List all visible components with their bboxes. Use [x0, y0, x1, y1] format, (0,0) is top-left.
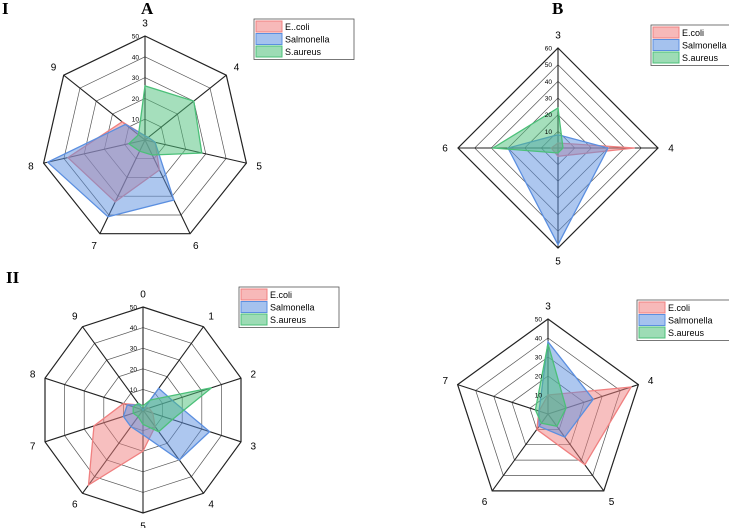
axis-label-8: 8 — [28, 162, 34, 173]
legend-label: Salmonella — [270, 302, 315, 312]
radar-chart-II-left: 10 20 30 40 500 1 2 3 4 5 6 7 8 9 E.coli Salmonella S.au… — [30, 286, 340, 528]
legend-label: E.coli — [668, 303, 690, 313]
axis-spoke — [457, 384, 549, 415]
axis-label-4: 4 — [668, 144, 674, 155]
legend-swatch — [652, 26, 680, 39]
legend-label: S.aureus — [682, 53, 719, 63]
tick-label: 10 — [545, 129, 553, 136]
tick-label: 50 — [535, 317, 543, 324]
tick-label: 50 — [130, 305, 138, 312]
legend-label: E.coli — [682, 28, 704, 38]
legend-swatch — [638, 314, 666, 326]
axis-label-6: 6 — [72, 499, 78, 510]
tick-label: 60 — [545, 46, 553, 53]
radar-chart-B: 10 20 30 40 50 603 4 5 6 E.coli Salmonella S.aureus — [442, 24, 729, 268]
legend-swatch — [255, 45, 283, 58]
legend-swatch — [638, 301, 666, 314]
axis-label-6: 6 — [482, 497, 488, 508]
legend-swatch — [255, 33, 283, 45]
grid-ring — [475, 337, 621, 476]
axis-label-5: 5 — [140, 522, 146, 528]
legend-label: S.aureus — [270, 315, 307, 325]
grid-ring — [42, 35, 248, 235]
series-area-saureus — [534, 343, 567, 428]
legend-swatch — [240, 313, 268, 326]
tick-label: 20 — [130, 366, 138, 373]
tick-label: 10 — [130, 387, 138, 394]
legend-label: Salmonella — [682, 40, 727, 50]
tick-label: 20 — [545, 112, 553, 119]
legend-swatch — [240, 288, 268, 301]
grid-ring — [63, 56, 227, 216]
axis-label-3: 3 — [545, 302, 551, 313]
tick-label: 50 — [545, 62, 553, 69]
panel-label-II: II — [6, 268, 20, 287]
legend-label: Salmonella — [285, 34, 330, 44]
legend: E.coli Salmonella S.aureus — [650, 24, 729, 66]
axis-label-1: 1 — [208, 312, 214, 323]
tick-label: 30 — [130, 346, 138, 353]
tick-label: 30 — [545, 96, 553, 103]
legend: E.coli Salmonella S.aureus — [636, 299, 729, 341]
tick-label: 10 — [132, 117, 140, 124]
axis-label-9: 9 — [72, 312, 78, 323]
legend-swatch — [652, 51, 680, 64]
legend-swatch — [638, 326, 666, 339]
radar-chart-A: 10 20 30 40 503 4 5 6 7 8 9 E..coli Salmonella S.aure… — [28, 18, 355, 252]
grid-ring — [456, 318, 640, 492]
axis-label-5: 5 — [256, 162, 262, 173]
legend-swatch — [240, 301, 268, 313]
axis-label-3: 3 — [555, 31, 561, 42]
panel-label-I: I — [2, 0, 9, 18]
series-area-saureus — [127, 85, 203, 156]
axis-label-6: 6 — [442, 144, 448, 155]
axis-label-4: 4 — [648, 376, 654, 387]
axis-label-0: 0 — [140, 290, 146, 301]
axis-label-7: 7 — [443, 376, 449, 387]
legend-swatch — [255, 20, 283, 33]
axis-label-2: 2 — [251, 370, 257, 381]
axis-label-9: 9 — [51, 63, 57, 74]
legend-label: E.coli — [270, 290, 292, 300]
grid-ring — [493, 356, 603, 461]
axis-label-3: 3 — [251, 441, 257, 452]
axis-spoke — [82, 326, 144, 411]
axis-label-4: 4 — [208, 499, 214, 510]
axis-label-7: 7 — [91, 241, 97, 252]
tick-label: 10 — [535, 393, 543, 400]
series-area-saureus — [132, 387, 213, 433]
axis-label-6: 6 — [193, 241, 199, 252]
legend-swatch — [652, 39, 680, 51]
panel-label-B: B — [552, 0, 563, 18]
tick-label: 20 — [132, 96, 140, 103]
tick-label: 30 — [535, 355, 543, 362]
axis-label-5: 5 — [555, 257, 561, 268]
tick-label: 40 — [130, 325, 138, 332]
tick-label: 50 — [132, 34, 140, 41]
axis-label-4: 4 — [234, 63, 240, 74]
tick-label: 40 — [132, 54, 140, 61]
legend-label: S.aureus — [668, 328, 705, 338]
tick-label: 20 — [535, 374, 543, 381]
tick-label: 40 — [545, 79, 553, 86]
legend-label: E..coli — [285, 22, 310, 32]
panel-label-A: A — [141, 0, 154, 18]
legend-label: S.aureus — [285, 47, 322, 57]
axis-label-8: 8 — [30, 370, 36, 381]
axis-label-7: 7 — [30, 441, 36, 452]
legend: E..coli Salmonella S.aureus — [253, 18, 355, 60]
tick-label: 30 — [132, 75, 140, 82]
series-area-saureus — [490, 106, 564, 154]
axis-label-5: 5 — [609, 497, 615, 508]
radar-chart-II-right: 10 20 30 40 503 4 5 6 7 E.coli Salmonella S.aureus — [443, 299, 729, 508]
legend: E.coli Salmonella S.aureus — [238, 286, 340, 328]
axis-label-3: 3 — [142, 19, 148, 30]
tick-label: 40 — [535, 336, 543, 343]
legend-label: Salmonella — [668, 315, 713, 325]
